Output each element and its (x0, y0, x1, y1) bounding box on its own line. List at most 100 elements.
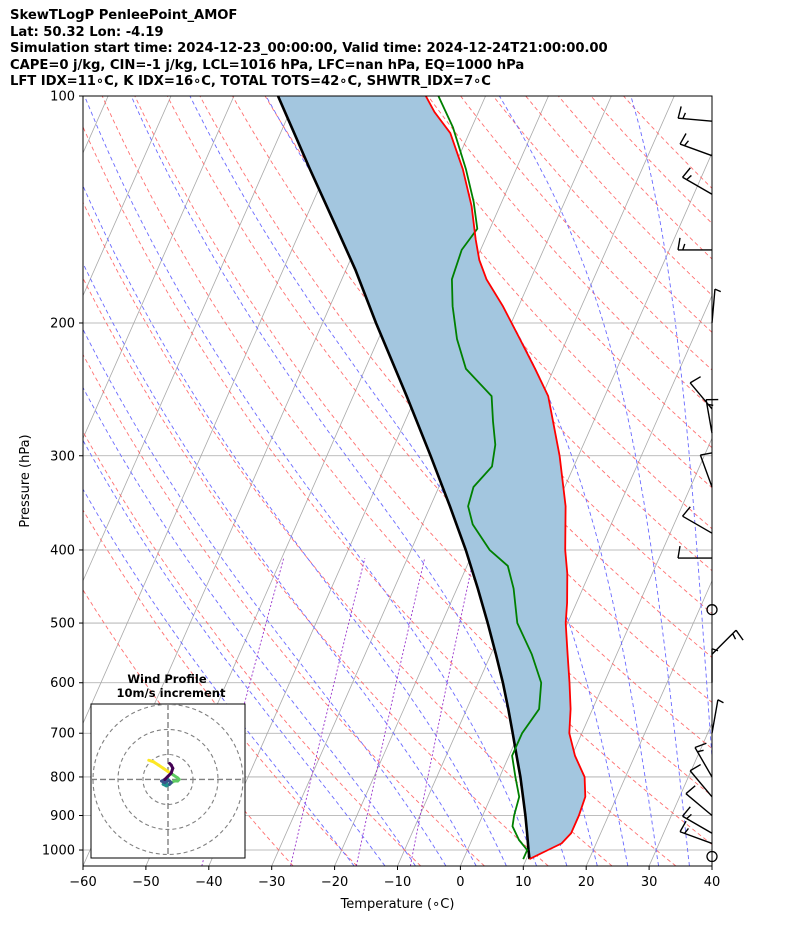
x-tick-label: −10 (384, 875, 411, 890)
barb-shaft (699, 454, 713, 488)
dry-adiabat-line (427, 96, 712, 410)
wind-barb (711, 288, 722, 324)
x-tick-label: −30 (258, 875, 285, 890)
barb-flag (683, 828, 690, 834)
barb-flag (682, 243, 686, 251)
dry-adiabat-line (166, 96, 712, 750)
dry-adiabat-line (492, 96, 712, 333)
barb-flag (732, 633, 737, 640)
cape-area (278, 96, 586, 860)
barb-flag (686, 813, 692, 820)
dry-adiabat-line (83, 201, 613, 866)
barb-shaft (679, 831, 713, 845)
barb-flag (689, 376, 701, 384)
barb-flag (694, 742, 707, 749)
isotherm-line (585, 579, 712, 866)
dry-adiabat-line (623, 96, 712, 189)
isotherm-line (83, 96, 172, 297)
isotherm-line (711, 865, 712, 866)
moist-adiabat-line (83, 328, 447, 866)
isotherm-line (83, 96, 298, 582)
barb-flag (682, 112, 687, 119)
wind-barb (685, 785, 713, 817)
y-tick-label: 700 (50, 727, 75, 742)
isotherm-line (83, 96, 235, 440)
moist-adiabat-line (366, 96, 660, 866)
inset-plot (91, 704, 245, 858)
x-tick-label: 0 (456, 875, 464, 890)
wind-barbs (677, 106, 744, 863)
barb-shaft (694, 747, 713, 778)
wind-barb (711, 629, 744, 655)
dry-adiabat-line (557, 96, 712, 260)
barb-shaft (682, 515, 713, 534)
wind-barb (677, 106, 713, 122)
wind-barb (679, 133, 713, 157)
barb-flag (683, 140, 690, 147)
barb-flag (689, 763, 701, 772)
y-tick-label: 800 (50, 770, 75, 785)
wind-barb (682, 806, 713, 834)
isotherm-line (522, 437, 712, 866)
dry-adiabat-line (590, 96, 712, 224)
barb-shaft (705, 399, 713, 434)
y-tick-label: 300 (50, 449, 75, 464)
dry-adiabat-line (83, 277, 549, 866)
wind-barb (694, 742, 713, 778)
parcel-line (276, 96, 531, 860)
barb-flag (697, 749, 704, 753)
y-tick-label: 900 (50, 809, 75, 824)
y-tick-label: 100 (50, 90, 75, 105)
x-tick-label: 10 (515, 875, 532, 890)
barb-flag (714, 288, 722, 293)
x-axis-label: Temperature (∘C) (340, 897, 455, 912)
chart-title: SkewTLogP PenleePoint_AMOF (10, 8, 238, 23)
dewpoint-line (437, 96, 543, 860)
barb-shaft (685, 793, 713, 817)
barb-flag (677, 106, 682, 119)
mixing-ratio-line (409, 558, 475, 866)
axes: −60 −50 −40 −30 −20 −10 0 10 20 30 40 100 200 300 400 5… (18, 90, 720, 913)
barb-flag (700, 452, 713, 456)
wind-barb (677, 545, 712, 559)
barb-flag (717, 699, 724, 704)
barb-flag (682, 506, 691, 517)
moist-adiabat-line (83, 184, 507, 866)
wind-barb (682, 167, 713, 195)
moist-adiabat-line (499, 96, 690, 866)
mixing-ratio-line (355, 557, 426, 866)
barb-shaft (689, 770, 713, 798)
wind-barb (682, 506, 713, 534)
hodograph-segment (168, 761, 173, 767)
barb-flag (735, 629, 744, 641)
moist-adiabat-line (83, 439, 386, 866)
wind-barb (689, 376, 713, 410)
time-label: Simulation start time: 2024-12-23_00:00:… (10, 41, 608, 56)
barb-shaft (679, 143, 713, 157)
barb-flag (711, 648, 719, 652)
y-tick-label: 500 (50, 617, 75, 632)
moist-adiabat-line (630, 96, 712, 764)
x-tick-label: −20 (321, 875, 348, 890)
moist-adiabat-line (83, 386, 416, 866)
barb-flag (679, 820, 687, 833)
y-axis-label: Pressure (hPa) (18, 434, 33, 527)
wind-barb (711, 699, 724, 734)
y-tick-label: 200 (50, 316, 75, 331)
barb-flag (686, 174, 692, 181)
barb-shaft (689, 382, 713, 410)
wind-barb (677, 237, 712, 251)
wind-barb (699, 452, 713, 488)
barb-flag (682, 806, 691, 817)
y-tick-label: 1000 (42, 844, 75, 859)
wind-barb (679, 820, 713, 845)
chart-header: SkewTLogP PenleePoint_AMOF Lat: 50.32 Lo… (10, 8, 790, 91)
barb-shaft (682, 176, 713, 195)
dry-adiabat-line (525, 96, 712, 296)
barb-flag (685, 785, 696, 795)
barb-shaft (711, 699, 719, 734)
barb-flag (677, 237, 681, 251)
y-tick-label: 600 (50, 676, 75, 691)
